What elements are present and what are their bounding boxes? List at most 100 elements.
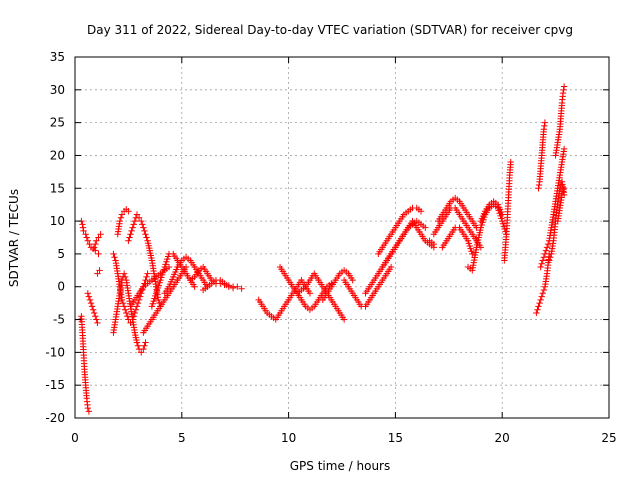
data-point <box>539 257 546 264</box>
data-point <box>537 296 544 304</box>
data-point <box>238 285 245 292</box>
data-point <box>92 240 99 248</box>
data-point <box>155 296 162 304</box>
data-point <box>86 240 93 248</box>
data-point <box>119 299 127 307</box>
y-tick-label: 20 <box>50 148 65 162</box>
data-point <box>138 349 145 356</box>
data-point <box>387 263 395 271</box>
data-point <box>126 234 133 241</box>
data-point <box>95 250 102 258</box>
data-point <box>535 303 542 310</box>
data-point <box>117 214 125 222</box>
data-point <box>499 211 506 218</box>
data-point <box>535 181 543 189</box>
data-point <box>133 303 141 310</box>
data-point <box>306 290 314 297</box>
data-point <box>545 257 553 264</box>
data-point <box>134 299 142 307</box>
data-point <box>422 224 429 231</box>
chart-title: Day 311 of 2022, Sidereal Day-to-day VTE… <box>87 23 573 37</box>
data-point <box>559 188 567 195</box>
data-point <box>88 303 96 310</box>
grid-lines <box>75 57 609 418</box>
axis-ticks: 0 5 10 15 20 25 -20 -15 -10 -5 0 5 10 15 20 25 30 35 <box>45 50 616 445</box>
data-point <box>110 250 117 258</box>
data-point <box>92 247 99 254</box>
data-point <box>120 303 128 310</box>
y-tick-label: -20 <box>45 411 65 425</box>
y-tick-label: 30 <box>50 83 65 97</box>
data-point <box>507 158 514 166</box>
data-point <box>539 290 546 297</box>
x-tick-label: 20 <box>495 431 510 445</box>
x-tick-label: 15 <box>388 431 403 445</box>
data-point <box>118 296 126 304</box>
data-point <box>127 231 134 238</box>
data-point <box>116 217 124 225</box>
data-point <box>131 217 139 225</box>
data-point <box>533 309 540 317</box>
data-points <box>77 83 568 415</box>
data-point <box>538 293 545 300</box>
data-point <box>128 227 135 235</box>
y-tick-label: -10 <box>45 345 65 359</box>
data-point <box>541 119 549 126</box>
y-tick-label: 15 <box>50 181 65 195</box>
data-point <box>125 237 132 244</box>
data-point <box>143 234 150 241</box>
data-point <box>133 339 141 346</box>
data-point <box>111 253 118 261</box>
data-point <box>142 339 149 346</box>
data-point <box>84 290 92 297</box>
data-point <box>144 270 151 277</box>
data-point <box>430 240 438 248</box>
data-point <box>92 313 99 320</box>
data-point <box>141 227 148 235</box>
data-point <box>536 299 543 307</box>
data-point <box>89 306 97 313</box>
data-point <box>534 306 541 313</box>
data-point <box>417 208 425 215</box>
data-point <box>87 299 95 307</box>
y-tick-label: -5 <box>53 313 65 327</box>
y-tick-label: 0 <box>57 280 65 294</box>
data-point <box>93 237 100 244</box>
x-tick-label: 0 <box>71 431 79 445</box>
data-point <box>85 293 93 300</box>
data-point <box>80 227 87 235</box>
data-point <box>124 313 131 320</box>
x-tick-label: 25 <box>601 431 616 445</box>
data-point <box>94 270 101 277</box>
data-point <box>91 309 98 317</box>
data-point <box>340 316 348 323</box>
data-point <box>85 408 93 415</box>
data-point <box>141 342 148 349</box>
y-tick-label: 25 <box>50 116 65 130</box>
data-point <box>96 267 103 274</box>
data-point <box>349 276 356 284</box>
data-point <box>142 231 149 238</box>
data-point <box>97 231 104 238</box>
y-axis-label: SDTVAR / TECUs <box>7 189 21 287</box>
data-point <box>560 145 568 153</box>
data-point <box>91 244 98 251</box>
data-point <box>540 286 548 294</box>
data-point <box>543 244 551 251</box>
data-point <box>134 342 142 349</box>
y-tick-label: 5 <box>57 247 65 261</box>
data-point <box>135 214 143 222</box>
data-point <box>225 283 232 290</box>
data-point <box>559 89 567 97</box>
data-point <box>140 345 147 353</box>
y-tick-label: -15 <box>45 378 65 392</box>
data-point <box>138 217 145 225</box>
data-point <box>560 86 567 94</box>
data-point <box>82 231 89 238</box>
data-point <box>560 185 568 192</box>
data-point <box>541 122 548 130</box>
data-point <box>133 211 141 218</box>
data-point <box>84 404 92 412</box>
data-point <box>542 247 550 254</box>
